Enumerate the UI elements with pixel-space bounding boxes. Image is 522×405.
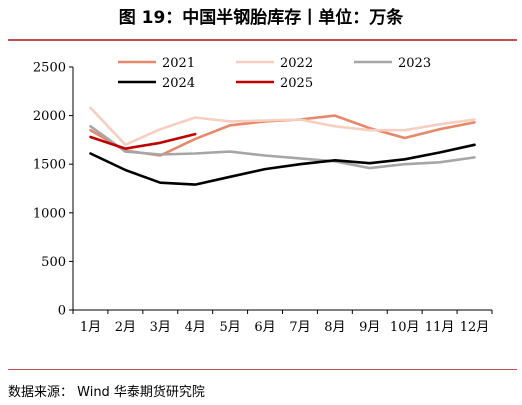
x-tick-label: 7月 (289, 320, 310, 335)
series-line-2025 (89, 132, 197, 150)
x-axis: 1月 2月 3月 4月 5月 6月 7月 8月 9月 10月 11月 12月 (72, 309, 493, 335)
x-tick-label: 1月 (80, 320, 101, 335)
legend-label-2025: 2025 (280, 76, 313, 91)
x-tick-label: 11月 (425, 320, 455, 335)
y-tick-label: 2000 (33, 109, 66, 124)
title-divider (8, 39, 517, 41)
x-tick-label: 10月 (390, 320, 420, 335)
series-line-2022 (89, 106, 476, 147)
y-tick-label: 1000 (33, 206, 66, 221)
x-tick-label: 12月 (460, 320, 490, 335)
legend-label-2023: 2023 (398, 56, 431, 71)
x-tick-label: 2月 (115, 320, 136, 335)
x-tick-label: 5月 (219, 320, 240, 335)
legend-label-2021: 2021 (162, 56, 195, 71)
x-tick-label: 3月 (150, 320, 171, 335)
x-tick-label: 8月 (324, 320, 345, 335)
y-tick-label: 500 (41, 255, 66, 270)
x-tick-label: 9月 (359, 320, 380, 335)
x-tick-label: 4月 (185, 320, 206, 335)
x-tick-label: 6月 (254, 320, 275, 335)
series-lines (89, 106, 476, 186)
y-tick-label: 2500 (33, 61, 66, 76)
source-note: 数据来源： Wind 华泰期货研究院 (8, 385, 205, 400)
legend: 2021 2022 2023 2024 2025 (118, 56, 431, 91)
y-axis: 0 500 1000 1500 2000 2500 (33, 61, 74, 319)
y-tick-label: 0 (58, 304, 66, 319)
series-line-2023 (89, 125, 476, 170)
y-tick-label: 1500 (33, 158, 66, 173)
legend-label-2024: 2024 (162, 76, 195, 91)
chart-title: 图 19：中国半钢胎库存丨单位：万条 (118, 8, 404, 28)
legend-label-2022: 2022 (280, 56, 313, 71)
source-divider (8, 369, 517, 370)
series-line-2024 (89, 143, 476, 186)
